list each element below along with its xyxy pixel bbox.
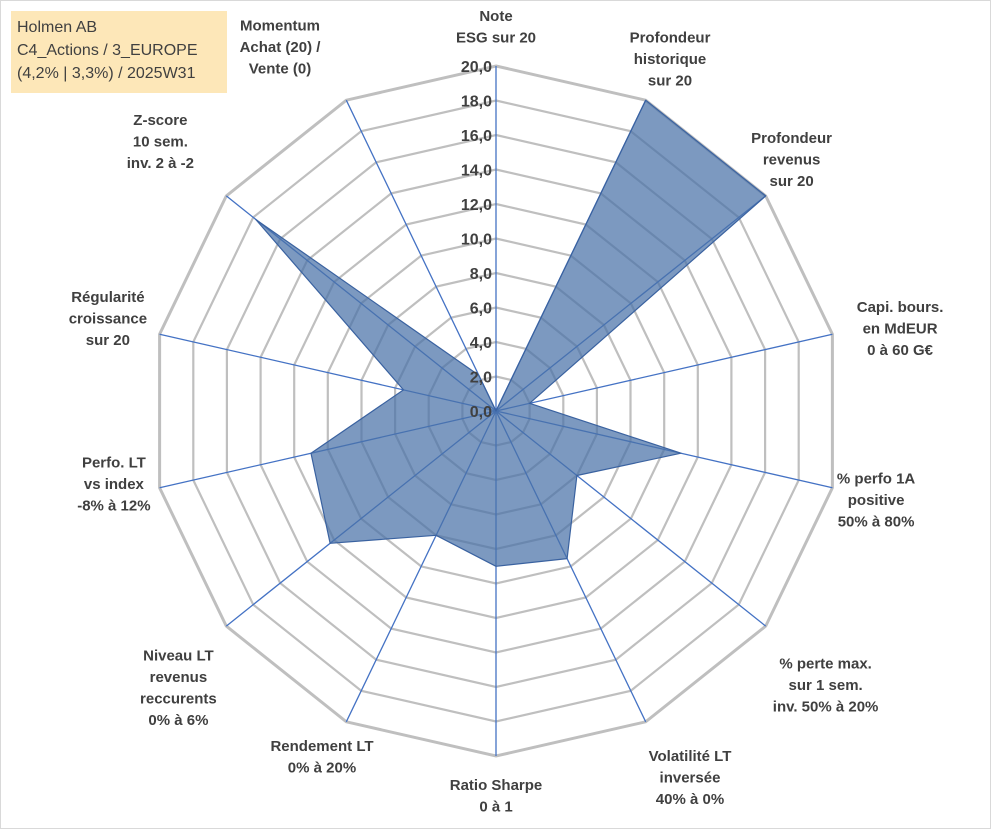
axis-label: Régularité croissance sur 20 bbox=[69, 289, 147, 349]
title-line-1: Holmen AB bbox=[17, 19, 98, 36]
title-line-2: C4_Actions / 3_EUROPE bbox=[17, 42, 198, 59]
axis-label-line: Rendement LT bbox=[270, 738, 373, 755]
axis-label: Profondeur historique sur 20 bbox=[630, 30, 711, 90]
radial-tick-label: 18,0 bbox=[461, 94, 492, 111]
axis-spoke bbox=[495, 333, 833, 412]
radial-tick-label: 10,0 bbox=[461, 232, 492, 249]
title-line-3: (4,2% | 3,3%) / 2025W31 bbox=[17, 65, 196, 82]
axis-label-line: inv. 2 à -2 bbox=[127, 155, 194, 172]
axis-label-line: 50% à 80% bbox=[838, 514, 915, 531]
axis-label-line: revenus bbox=[150, 669, 208, 686]
radial-tick-label: 2,0 bbox=[470, 370, 492, 387]
radial-tick-label: 8,0 bbox=[470, 266, 492, 283]
radial-tick-label: 0,0 bbox=[470, 404, 492, 421]
axis-label: Momentum Achat (20) / Vente (0) bbox=[240, 18, 322, 78]
axis-label-line: Volatilité LT bbox=[649, 748, 732, 765]
title-box: Holmen AB C4_Actions / 3_EUROPE (4,2% | … bbox=[11, 11, 227, 93]
axis-label-line: inversée bbox=[660, 769, 721, 786]
tick-layer: 0,0 2,0 4,0 6,0 8,0 10,0 12,0 14,0 16,0 18,0 20,0 bbox=[461, 59, 492, 421]
axis-label-line: Niveau LT bbox=[143, 647, 214, 664]
axis-label: Profondeur revenus sur 20 bbox=[751, 130, 832, 190]
axis-label-line: inv. 50% à 20% bbox=[773, 698, 879, 715]
axis-label-line: historique bbox=[634, 51, 707, 68]
axis-label: % perte max. sur 1 sem. inv. 50% à 20% bbox=[773, 655, 879, 715]
axis-label-line: 0 à 60 G€ bbox=[867, 342, 934, 359]
axis-label: Niveau LT revenus reccurents 0% à 6% bbox=[140, 647, 217, 729]
series-layer bbox=[255, 99, 767, 567]
radial-tick-label: 16,0 bbox=[461, 128, 492, 145]
axis-label: Note ESG sur 20 bbox=[456, 8, 536, 47]
axis-label-line: Capi. bours. bbox=[857, 299, 944, 316]
axis-label-line: Perfo. LT bbox=[82, 455, 146, 472]
axis-label-line: Profondeur bbox=[630, 30, 711, 47]
axis-label-line: sur 20 bbox=[769, 173, 813, 190]
radial-tick-label: 14,0 bbox=[461, 163, 492, 180]
axis-label: Perfo. LT vs index -8% à 12% bbox=[77, 455, 150, 515]
axis-label-line: 0 à 1 bbox=[479, 799, 512, 816]
axis-label-line: 0% à 6% bbox=[148, 712, 208, 729]
axis-label: Z-score 10 sem. inv. 2 à -2 bbox=[127, 112, 194, 172]
axis-label-line: Vente (0) bbox=[249, 61, 312, 78]
radial-tick-label: 4,0 bbox=[470, 335, 492, 352]
axis-label-line: -8% à 12% bbox=[77, 498, 150, 515]
axis-label-line: vs index bbox=[84, 476, 145, 493]
axis-spoke bbox=[345, 99, 497, 412]
axis-label-line: Z-score bbox=[133, 112, 187, 129]
axis-label-line: en MdEUR bbox=[863, 320, 938, 337]
axis-label-line: % perte max. bbox=[779, 655, 872, 672]
axis-label-line: croissance bbox=[69, 310, 147, 327]
radial-tick-label: 6,0 bbox=[470, 301, 492, 318]
axis-label-line: 0% à 20% bbox=[288, 759, 356, 776]
axis-label-line: Profondeur bbox=[751, 130, 832, 147]
axis-label-line: Ratio Sharpe bbox=[450, 777, 543, 794]
axis-label: Rendement LT 0% à 20% bbox=[270, 738, 373, 777]
axis-label-line: Régularité bbox=[71, 289, 144, 306]
axis-label-line: sur 1 sem. bbox=[788, 677, 862, 694]
axis-label-line: ESG sur 20 bbox=[456, 30, 536, 47]
axis-label-line: Momentum bbox=[240, 18, 320, 35]
axis-label-line: sur 20 bbox=[648, 73, 692, 90]
axis-label: Volatilité LT inversée 40% à 0% bbox=[649, 748, 732, 808]
axis-label: Ratio Sharpe 0 à 1 bbox=[450, 777, 543, 816]
axis-label-line: sur 20 bbox=[86, 332, 130, 349]
axis-label: Capi. bours. en MdEUR 0 à 60 G€ bbox=[857, 299, 944, 359]
axis-label: % perfo 1A positive 50% à 80% bbox=[837, 471, 916, 531]
axis-label-line: Achat (20) / bbox=[240, 39, 322, 56]
axis-label-line: positive bbox=[848, 492, 905, 509]
axis-label-line: Note bbox=[479, 8, 512, 25]
axis-label-line: 10 sem. bbox=[133, 134, 188, 151]
axis-label-line: 40% à 0% bbox=[656, 791, 724, 808]
axis-label-line: % perfo 1A bbox=[837, 471, 916, 488]
axis-label-line: reccurents bbox=[140, 690, 217, 707]
label-layer: Note ESG sur 20 Profondeur historique sur 20… bbox=[69, 8, 944, 816]
axis-label-line: revenus bbox=[763, 152, 821, 169]
radial-tick-label: 20,0 bbox=[461, 59, 492, 76]
radial-tick-label: 12,0 bbox=[461, 197, 492, 214]
series-area bbox=[255, 99, 767, 567]
